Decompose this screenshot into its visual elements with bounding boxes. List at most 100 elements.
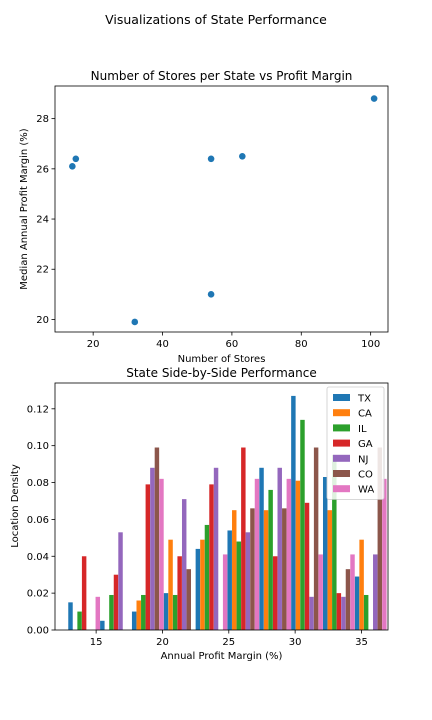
histogram-bar-co — [282, 508, 287, 630]
histogram-bar-wa — [222, 554, 228, 630]
scatter-plot-frame — [54, 85, 389, 333]
histogram-title: State Side-by-Side Performance — [126, 366, 317, 380]
histogram-x-tick-label: 25 — [222, 637, 235, 648]
scatter-point — [370, 95, 378, 102]
scatter-x-tick-label: 60 — [226, 339, 239, 350]
legend-swatch-co — [333, 470, 350, 477]
legend-label-wa: WA — [358, 485, 374, 496]
histogram-bar-ca — [168, 539, 173, 630]
histogram-y-tick-label: 0.04 — [27, 552, 49, 563]
histogram-x-tick-label: 35 — [355, 637, 368, 648]
histogram-ticks: 15 20 25 30 35 0.00 0.02 0.04 0.06 0.08 0.10 0.12 — [27, 404, 368, 648]
histogram-bar-ga — [113, 574, 119, 630]
scatter-point — [207, 155, 215, 163]
histogram-bar-ga — [81, 556, 87, 630]
histogram-bar-co — [154, 447, 160, 630]
scatter-y-tick-label: 26 — [36, 164, 49, 175]
histogram-bar-wa — [95, 596, 101, 630]
histogram-bar-il — [77, 611, 82, 630]
histogram-bar-nj — [373, 554, 378, 630]
legend-swatch-tx — [333, 394, 350, 401]
histogram-bar-tx — [100, 620, 105, 630]
legend-label-ca: CA — [358, 409, 372, 420]
histogram-bar-nj — [213, 467, 219, 630]
legend-swatch-wa — [333, 485, 350, 493]
scatter-y-axis-label: Median Annual Profit Margin (%) — [19, 128, 30, 289]
histogram-bar-co — [345, 569, 351, 630]
histogram-bar-co — [377, 447, 383, 630]
histogram-bar-tx — [163, 593, 169, 630]
histogram-bar-tx — [322, 477, 328, 630]
histogram-plot-frame — [54, 382, 389, 631]
scatter-point — [131, 318, 139, 326]
histogram-y-tick-label: 0.02 — [27, 589, 49, 600]
scatter-ticks: 20 40 60 80 100 20 22 24 26 28 — [36, 114, 380, 350]
legend-swatch-ca — [333, 409, 350, 417]
scatter-y-tick-label: 20 — [36, 315, 49, 326]
histogram-bar-nj — [118, 532, 123, 630]
scatter-x-tick-label: 80 — [295, 339, 308, 350]
histogram-bar-ga — [241, 447, 246, 630]
histogram-bar-tx — [131, 611, 137, 630]
scatter-title: Number of Stores per State vs Profit Mar… — [91, 69, 353, 83]
legend-label-nj: NJ — [358, 454, 368, 465]
histogram-bar-il — [236, 541, 242, 630]
legend-label-il: IL — [358, 424, 367, 435]
histogram-y-tick-label: 0.10 — [27, 441, 49, 452]
histogram-bar-ca — [200, 539, 205, 630]
histogram-bar-tx — [68, 602, 73, 630]
histogram-bar-ga — [336, 593, 342, 630]
histogram-bar-nj — [181, 499, 187, 630]
histogram-bar-wa — [254, 478, 260, 630]
histogram-bar-tx — [195, 548, 201, 630]
histogram-bar-il — [204, 524, 210, 630]
scatter-point — [69, 163, 76, 170]
histogram-y-tick-label: 0.12 — [27, 404, 49, 415]
histogram-x-tick-label: 30 — [289, 637, 302, 648]
legend-swatch-ga — [333, 439, 350, 447]
histogram-bar-nj — [341, 596, 346, 630]
histogram-y-tick-label: 0.06 — [27, 515, 49, 526]
histogram-bar-nj — [245, 532, 251, 630]
histogram-bar-co — [186, 569, 191, 630]
histogram-bar-tx — [354, 576, 360, 630]
scatter-x-tick-label: 100 — [361, 339, 380, 350]
scatter-point — [72, 155, 80, 163]
scatter-x-axis-label: Number of Stores — [178, 354, 266, 365]
scatter-x-tick-label: 40 — [156, 339, 169, 350]
histogram-bar-tx — [291, 395, 296, 630]
legend-label-co: CO — [358, 470, 373, 481]
histogram-bar-il — [109, 594, 114, 630]
histogram-bar-nj — [150, 467, 155, 630]
histogram-bar-il — [268, 489, 273, 630]
histogram-bar-ca — [263, 510, 269, 630]
histogram-x-axis-label: Annual Profit Margin (%) — [161, 651, 283, 662]
histogram-y-tick-label: 0.00 — [27, 626, 49, 637]
histogram-bar-ca — [359, 539, 364, 630]
histogram-bar-ga — [209, 484, 214, 630]
scatter-point — [239, 152, 246, 160]
scatter-x-tick-label: 20 — [87, 339, 100, 350]
histogram-bar-ca — [327, 510, 332, 630]
histogram-bar-il — [172, 594, 178, 630]
histogram-x-tick-label: 15 — [90, 637, 103, 648]
histogram-bar-wa — [286, 478, 292, 630]
scatter-y-tick-label: 28 — [36, 114, 49, 125]
histogram-bar-tx — [227, 530, 232, 630]
histogram-bars — [68, 395, 387, 630]
histogram-bar-wa — [318, 554, 323, 630]
histogram-bar-ca — [232, 510, 237, 630]
legend-swatch-nj — [333, 454, 350, 462]
histogram-bar-ca — [295, 480, 301, 630]
histogram-bar-wa — [350, 554, 355, 630]
histogram-bar-il — [363, 594, 369, 630]
legend-label-ga: GA — [358, 439, 373, 450]
histogram-bar-co — [313, 447, 319, 630]
histogram-bar-wa — [382, 478, 387, 630]
histogram-bar-wa — [159, 478, 164, 630]
scatter-chart: Number of Stores per State vs Profit Mar… — [19, 69, 389, 365]
histogram-bar-ga — [177, 556, 182, 630]
legend-swatch-il — [333, 424, 350, 432]
histogram-chart: State Side-by-Side Performance 15 20 25 30 3… — [10, 366, 389, 662]
